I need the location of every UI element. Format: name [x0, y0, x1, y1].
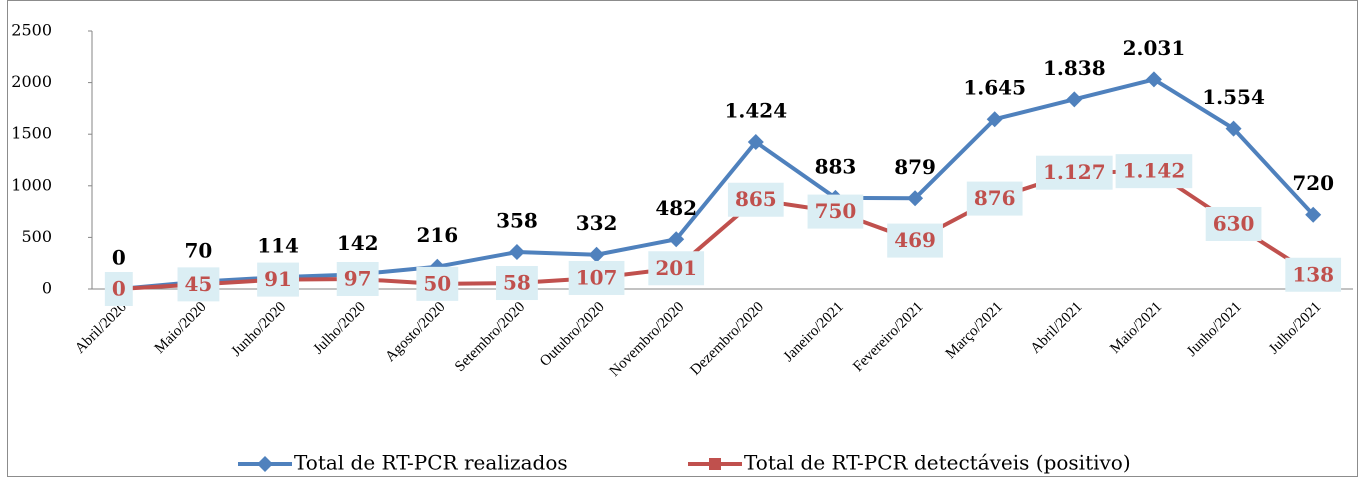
- y-tick-label: 1000: [11, 175, 52, 194]
- data-label-box: [1035, 155, 1113, 190]
- data-label: 865: [735, 187, 777, 211]
- data-label: 1.127: [1043, 160, 1106, 184]
- series-line: [118, 169, 1315, 291]
- x-tick-label: Janeiro/2021: [781, 299, 847, 365]
- data-label-box: [887, 223, 943, 258]
- marker: [508, 244, 525, 261]
- data-label: 879: [894, 155, 936, 179]
- series-line: [118, 77, 1315, 291]
- data-label: 876: [974, 186, 1016, 210]
- y-tick-label: 0: [42, 279, 52, 298]
- data-label: 58: [503, 271, 531, 295]
- data-label-box: [496, 266, 538, 301]
- data-label: 1.554: [1202, 85, 1265, 109]
- x-tick-label: Julho/2020: [310, 299, 368, 357]
- y-tick-label: 2000: [11, 72, 52, 91]
- legend-label: Total de RT-PCR realizados: [294, 451, 568, 475]
- marker: [668, 231, 685, 248]
- data-label: 750: [815, 199, 857, 223]
- data-label-box: [1285, 257, 1342, 292]
- data-label: 91: [264, 267, 292, 291]
- legend-marker: [257, 456, 273, 472]
- x-tick-label: Agosto/2020: [382, 299, 448, 365]
- marker: [747, 134, 764, 151]
- data-label: 1.142: [1123, 159, 1186, 183]
- data-label-box: [568, 260, 625, 295]
- x-tick-label: Abril/2020: [72, 299, 130, 357]
- data-label: 201: [655, 256, 697, 280]
- y-tick-label: 2500: [11, 21, 52, 40]
- data-label: 1.645: [963, 76, 1026, 100]
- data-label: 114: [257, 234, 299, 258]
- x-tick-label: Junho/2021: [1184, 299, 1245, 360]
- data-label: 107: [576, 265, 618, 289]
- x-tick-label: Maio/2021: [1107, 299, 1165, 357]
- data-label: 70: [185, 238, 213, 262]
- marker: [588, 246, 605, 263]
- y-tick-label: 500: [21, 227, 52, 246]
- x-tick-label: Dezembro/2020: [687, 299, 767, 379]
- data-label: 0: [112, 246, 126, 270]
- data-label-box: [807, 194, 864, 229]
- data-label: 2.031: [1123, 36, 1186, 60]
- data-label-box: [1115, 154, 1193, 189]
- marker: [1066, 91, 1083, 108]
- x-tick-label: Março/2021: [943, 299, 1006, 362]
- data-label: 50: [423, 271, 451, 295]
- data-label: 216: [416, 223, 458, 247]
- marker: [986, 111, 1003, 128]
- x-tick-label: Abril/2021: [1028, 299, 1086, 357]
- data-label: 482: [655, 196, 697, 220]
- x-tick-label: Novembro/2020: [607, 299, 688, 380]
- x-tick-label: Maio/2020: [152, 299, 210, 357]
- data-label: 358: [496, 209, 538, 233]
- data-label: 97: [344, 266, 372, 290]
- data-label: 0: [112, 277, 126, 301]
- data-label-box: [257, 262, 299, 297]
- data-label: 45: [185, 272, 213, 296]
- data-label: 1.838: [1043, 56, 1106, 80]
- x-tick-label: Fevereiro/2021: [850, 299, 926, 375]
- data-label: 469: [894, 228, 936, 252]
- x-tick-label: Junho/2020: [228, 299, 289, 360]
- chart-border: [7, 0, 1358, 477]
- data-label: 883: [815, 154, 857, 178]
- y-tick-label: 1500: [11, 124, 52, 143]
- data-label: 1.424: [724, 99, 787, 123]
- data-label: 630: [1213, 211, 1255, 235]
- data-label-box: [336, 261, 379, 296]
- data-label: 332: [576, 211, 618, 235]
- data-label-box: [1205, 206, 1262, 241]
- marker: [1145, 71, 1162, 88]
- data-label-box: [727, 182, 784, 217]
- x-tick-label: Julho/2021: [1266, 299, 1324, 357]
- marker: [1305, 206, 1322, 223]
- legend-marker: [709, 458, 721, 470]
- data-label: 720: [1292, 171, 1334, 195]
- data-label: 138: [1292, 262, 1334, 286]
- legend-label: Total de RT-PCR detectáveis (positivo): [744, 451, 1131, 475]
- x-tick-label: Outubro/2020: [537, 299, 608, 370]
- data-label: 142: [337, 231, 379, 255]
- x-tick-label: Setembro/2020: [452, 299, 528, 375]
- data-label-box: [648, 251, 705, 286]
- data-label-box: [416, 266, 459, 301]
- marker: [1225, 120, 1242, 137]
- data-label-box: [966, 181, 1023, 216]
- data-label-box: [104, 272, 133, 306]
- marker: [907, 190, 924, 207]
- data-label-box: [177, 267, 220, 302]
